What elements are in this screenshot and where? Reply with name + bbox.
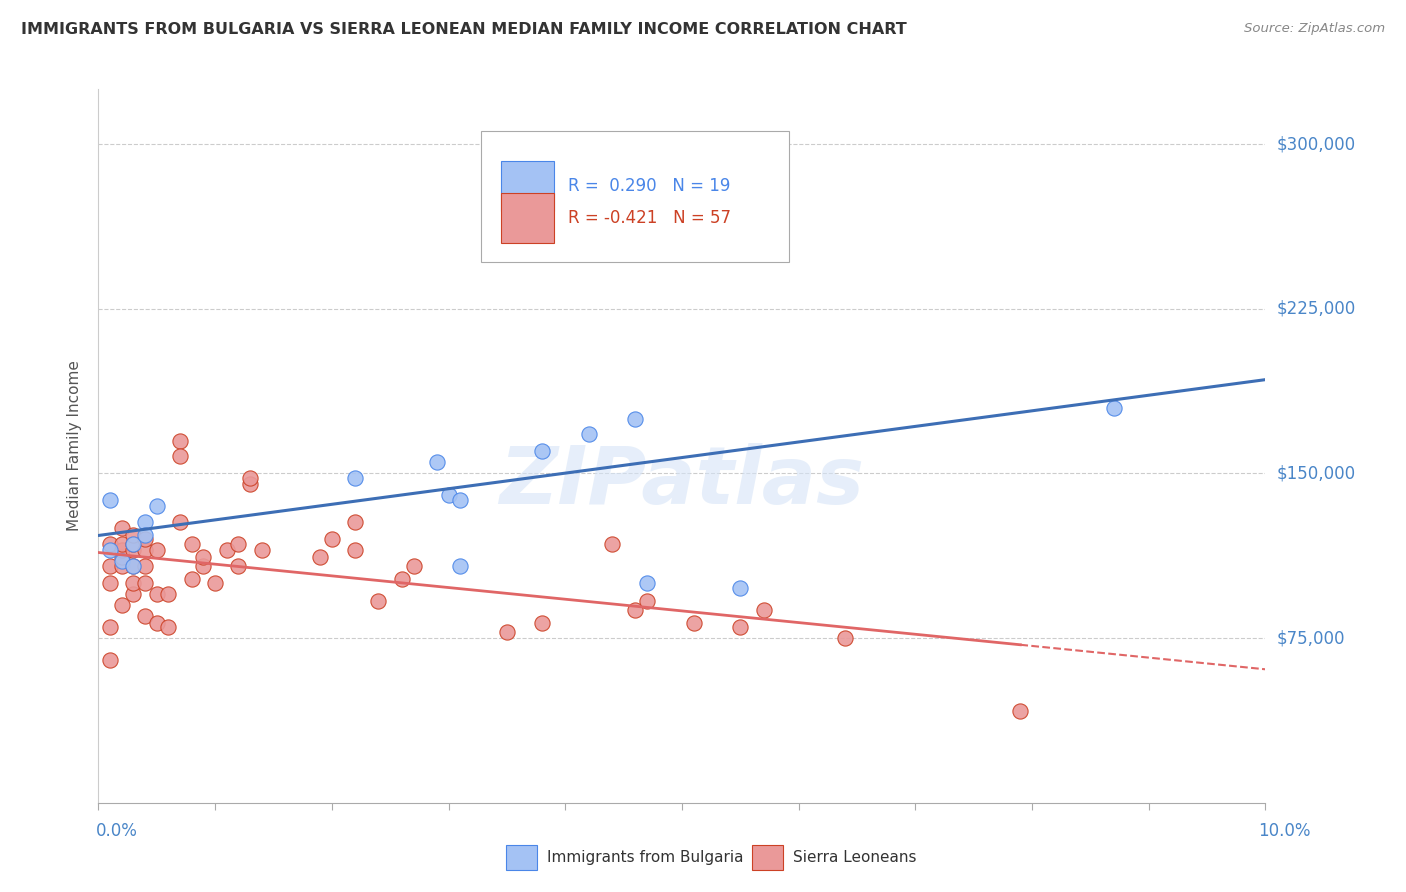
Point	[239, 471, 262, 485]
Text: Source: ZipAtlas.com: Source: ZipAtlas.com	[1244, 22, 1385, 36]
Point	[146, 500, 169, 514]
Point	[636, 594, 658, 608]
FancyBboxPatch shape	[501, 161, 554, 211]
Point	[204, 576, 226, 591]
Point	[98, 492, 121, 507]
Point	[636, 576, 658, 591]
Point	[309, 549, 332, 564]
Point	[426, 455, 449, 469]
Text: $300,000: $300,000	[1277, 135, 1355, 153]
Point	[530, 615, 553, 630]
Point	[134, 609, 156, 624]
Point	[111, 554, 134, 568]
Point	[1102, 401, 1125, 415]
Point	[169, 449, 191, 463]
Point	[134, 576, 156, 591]
Point	[122, 537, 145, 551]
Point	[122, 587, 145, 601]
Text: ZIPatlas: ZIPatlas	[499, 442, 865, 521]
Point	[134, 528, 156, 542]
Point	[146, 543, 169, 558]
Point	[98, 543, 121, 558]
Point	[728, 581, 751, 595]
Point	[111, 549, 134, 564]
Point	[752, 602, 775, 616]
Point	[624, 411, 647, 425]
Point	[449, 558, 471, 573]
Point	[321, 533, 343, 547]
Point	[367, 594, 389, 608]
Point	[169, 434, 191, 448]
Text: Immigrants from Bulgaria: Immigrants from Bulgaria	[547, 850, 744, 864]
Point	[344, 471, 367, 485]
Point	[98, 558, 121, 573]
Point	[134, 543, 156, 558]
Point	[193, 549, 215, 564]
Text: IMMIGRANTS FROM BULGARIA VS SIERRA LEONEAN MEDIAN FAMILY INCOME CORRELATION CHAR: IMMIGRANTS FROM BULGARIA VS SIERRA LEONE…	[21, 22, 907, 37]
Point	[111, 598, 134, 612]
Text: $75,000: $75,000	[1277, 629, 1346, 647]
Text: $225,000: $225,000	[1277, 300, 1355, 318]
Text: R = -0.421   N = 57: R = -0.421 N = 57	[568, 209, 731, 227]
Point	[228, 558, 250, 573]
Point	[134, 558, 156, 573]
Point	[624, 214, 647, 228]
Point	[122, 543, 145, 558]
Point	[146, 615, 169, 630]
Point	[122, 537, 145, 551]
Point	[215, 543, 238, 558]
Point	[344, 543, 367, 558]
Point	[682, 615, 704, 630]
Point	[1010, 704, 1032, 718]
Text: $150,000: $150,000	[1277, 465, 1355, 483]
Point	[122, 558, 145, 573]
Point	[111, 558, 134, 573]
FancyBboxPatch shape	[481, 130, 789, 262]
Point	[344, 515, 367, 529]
Text: 10.0%: 10.0%	[1258, 822, 1310, 840]
Point	[98, 537, 121, 551]
Point	[180, 537, 202, 551]
Point	[250, 543, 273, 558]
Point	[111, 537, 134, 551]
Point	[146, 587, 169, 601]
Text: R =  0.290   N = 19: R = 0.290 N = 19	[568, 177, 730, 194]
Point	[169, 515, 191, 529]
Point	[600, 537, 623, 551]
Point	[122, 558, 145, 573]
Point	[98, 576, 121, 591]
Point	[834, 631, 856, 645]
Text: Sierra Leoneans: Sierra Leoneans	[793, 850, 917, 864]
Text: 0.0%: 0.0%	[96, 822, 138, 840]
Point	[98, 620, 121, 634]
Point	[157, 620, 180, 634]
Point	[728, 620, 751, 634]
Point	[530, 444, 553, 458]
Point	[134, 515, 156, 529]
Point	[111, 543, 134, 558]
Point	[239, 477, 262, 491]
Point	[180, 572, 202, 586]
Point	[449, 492, 471, 507]
Point	[98, 653, 121, 667]
Point	[402, 558, 425, 573]
Point	[228, 537, 250, 551]
Point	[624, 602, 647, 616]
Point	[193, 558, 215, 573]
Point	[495, 624, 517, 639]
Y-axis label: Median Family Income: Median Family Income	[67, 360, 83, 532]
Point	[157, 587, 180, 601]
Point	[134, 533, 156, 547]
FancyBboxPatch shape	[501, 193, 554, 243]
Point	[437, 488, 460, 502]
Point	[122, 528, 145, 542]
Point	[122, 576, 145, 591]
Point	[111, 521, 134, 535]
Point	[391, 572, 413, 586]
Point	[578, 426, 600, 441]
